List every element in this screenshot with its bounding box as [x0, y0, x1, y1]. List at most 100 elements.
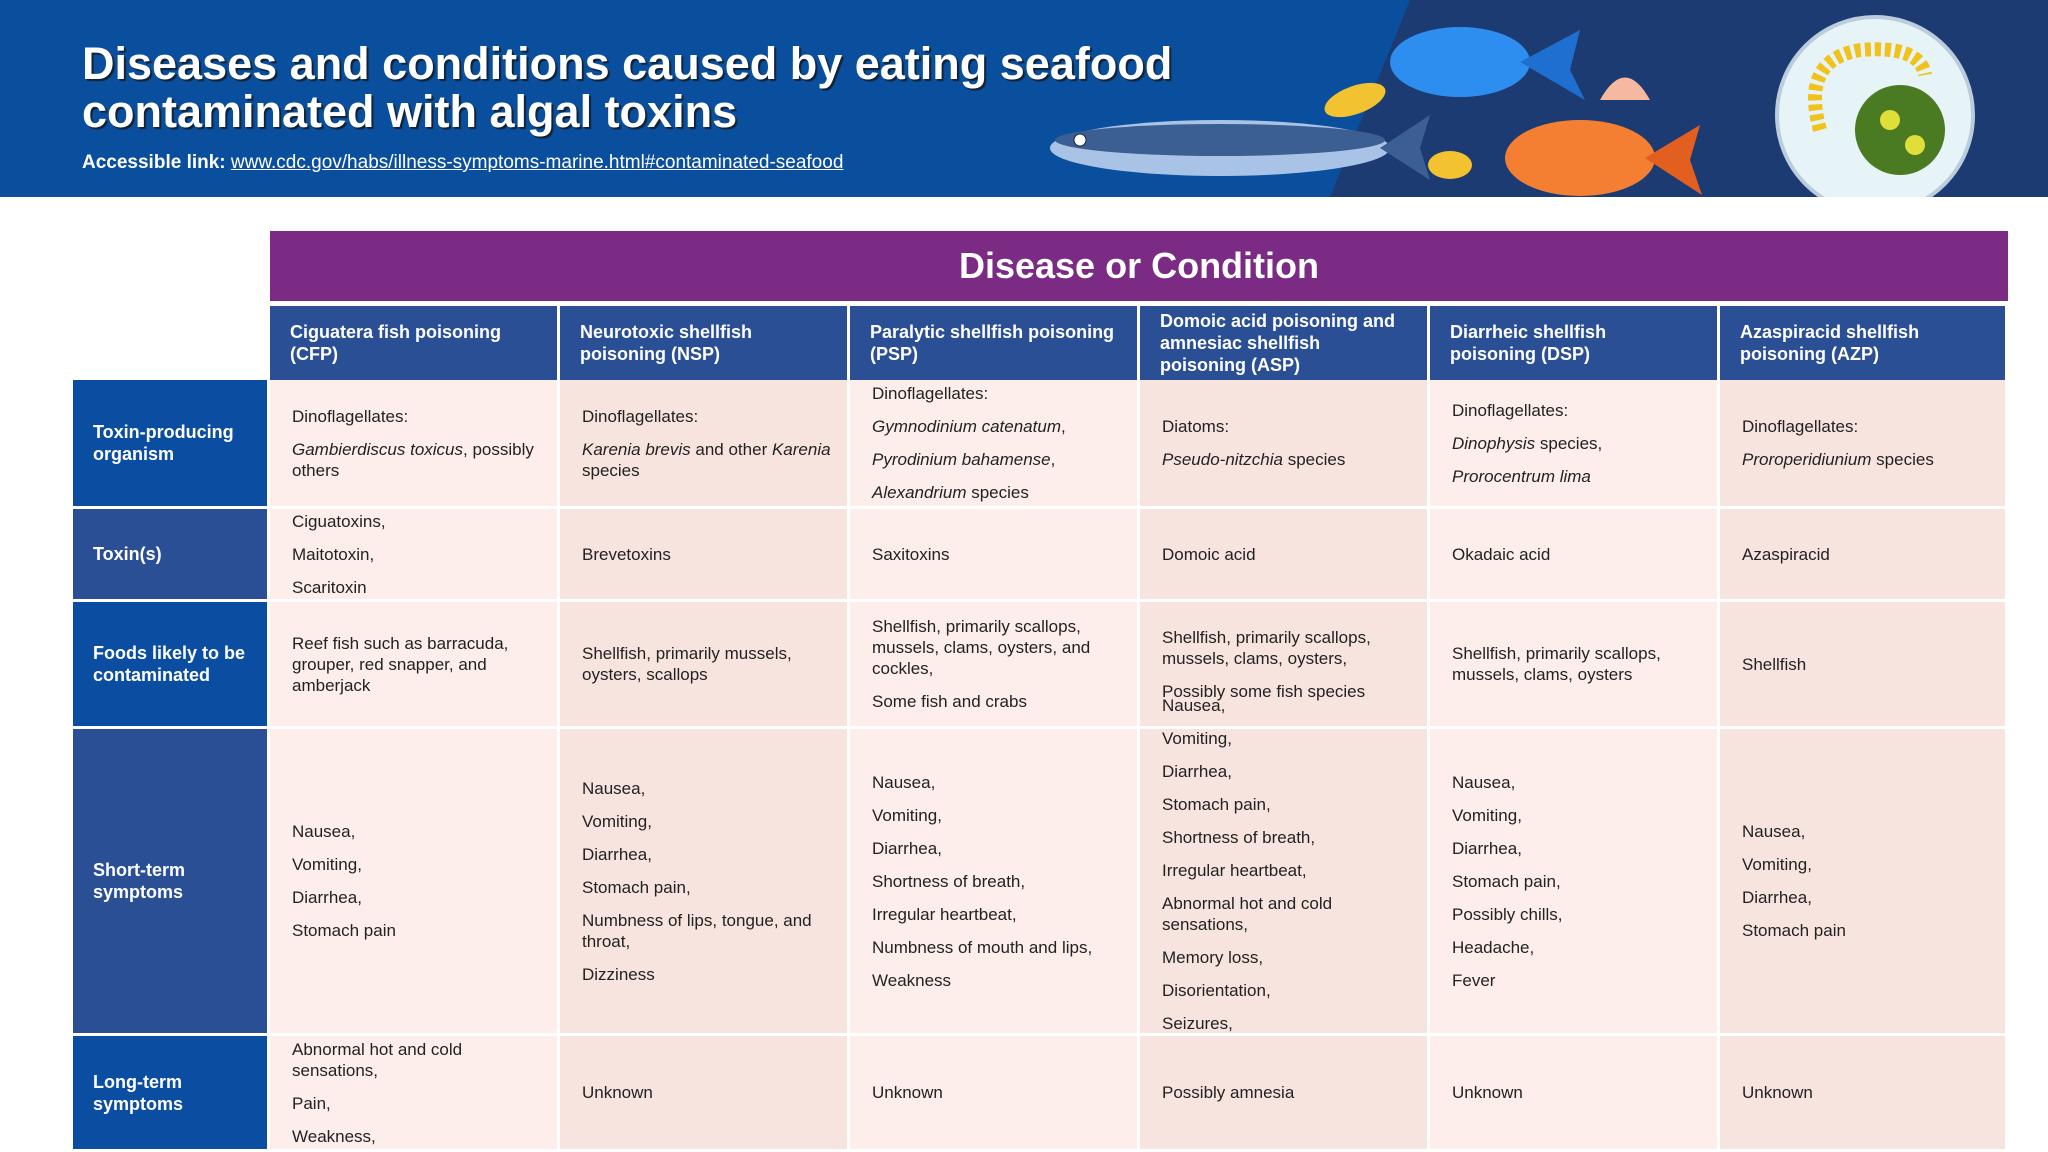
cell-line: Nausea, [582, 778, 835, 799]
table-cell: Saxitoxins [850, 509, 1137, 599]
cell-line: Shellfish, primarily scallops, mussels, … [872, 616, 1125, 679]
text-segment: Weakness, [292, 1126, 376, 1146]
text-segment: Pseudo-nitzchia [1162, 450, 1283, 469]
cell-line: Stomach pain, [582, 877, 835, 898]
text-segment: Diarrhea, [292, 888, 362, 907]
cell-line: Fever [1452, 970, 1705, 991]
cell-line: Dinophysis species, [1452, 433, 1705, 454]
cell-line: Nausea, [872, 772, 1125, 793]
table-cell: Dinoflagellates: Proroperidiunium species [1720, 380, 2005, 506]
cell-line: Abnormal hot and cold sensations, [1162, 893, 1415, 935]
text-segment: Some fish and crabs [872, 692, 1027, 711]
row-header: Foods likely to be contaminated [73, 602, 267, 726]
text-segment: Shellfish, primarily scallops, mussels, … [872, 617, 1091, 678]
cell-line: Karenia brevis and other Karenia species [582, 439, 835, 481]
text-segment: Nausea, [872, 772, 936, 792]
microscope-algae-icon [1775, 15, 1975, 197]
cell-line: Stomach pain, [1452, 871, 1705, 892]
text-segment: Weakness [872, 970, 952, 990]
table-cell: Diatoms: Pseudo-nitzchia species [1140, 380, 1427, 506]
cell-line: Gymnodinium catenatum, [872, 416, 1125, 437]
text-segment: Diarrhea, [872, 838, 942, 858]
text-segment: Unknown [1452, 1083, 1523, 1102]
cell-line: Diarrhea, [1742, 887, 1993, 908]
table-cell: Dinoflagellates: Karenia brevis and other… [560, 380, 847, 506]
text-segment: Vomiting, [1742, 855, 1812, 874]
text-segment: Shellfish, primarily scallops, mussels, … [1452, 644, 1661, 684]
cell-line: Nausea, [1162, 695, 1415, 716]
cell-line: Diarrhea, [1162, 761, 1415, 782]
text-segment: Stomach pain [1742, 921, 1846, 940]
cell-line: Saxitoxins [872, 544, 1125, 565]
cell-line: Nausea, [292, 821, 545, 842]
cell-line: Vomiting, [292, 854, 545, 875]
table-cell: Azaspiracid [1720, 509, 2005, 599]
cell-line: Diarrhea, [292, 887, 545, 908]
cell-line: Unknown [1742, 1082, 1993, 1103]
seafood-illustration [1050, 15, 1975, 197]
text-segment: Seizures, [1162, 1014, 1233, 1033]
mussel-icon [1324, 82, 1472, 179]
cell-line: Dinoflagellates: [1742, 416, 1993, 437]
cell-line: Shellfish, primarily mussels, oysters, s… [582, 643, 835, 685]
text-segment: Scaritoxin [292, 577, 367, 597]
cell-line: Alexandrium species [872, 482, 1125, 503]
text-segment: Reef fish such as barracuda, grouper, re… [292, 633, 509, 695]
cell-line: Dinoflagellates: [582, 406, 835, 427]
table-cell: Shellfish, primarily scallops, mussels, … [1430, 602, 1717, 726]
table-cell: Dinoflagellates: Dinophysis species, Proro… [1430, 380, 1717, 506]
cell-line: Okadaic acid [1452, 544, 1705, 565]
text-segment: Stomach pain, [1162, 795, 1271, 814]
table-cell: Unknown [1430, 1036, 1717, 1149]
text-segment: Memory loss, [1162, 948, 1264, 967]
table-cell: Dinoflagellates: Gambierdiscus toxicus, p… [270, 380, 557, 506]
text-segment: Diarrhea, [582, 844, 652, 864]
table-cell: Unknown [1720, 1036, 2005, 1149]
cell-line: Unknown [582, 1082, 835, 1103]
text-segment: , [1050, 450, 1056, 469]
text-segment: Nausea, [292, 822, 356, 841]
text-segment: Dinoflagellates: [292, 406, 409, 426]
text-segment: Fever [1452, 970, 1496, 990]
cell-line: Abnormal hot and cold sensations, [292, 1039, 545, 1081]
text-segment: Vomiting, [872, 805, 942, 825]
text-segment: Headache, [1452, 937, 1535, 957]
text-segment: Numbness of lips, tongue, and throat, [582, 910, 812, 951]
text-segment: Stomach pain, [582, 877, 691, 897]
cell-line: Numbness of mouth and lips, [872, 937, 1125, 958]
table-cell: Reef fish such as barracuda, grouper, re… [270, 602, 557, 726]
cell-line: Vomiting, [1742, 854, 1993, 875]
text-segment: species [1871, 450, 1934, 469]
column-header: Ciguatera fish poisoning (CFP) [270, 306, 557, 380]
cell-line: Maitotoxin, [292, 544, 545, 565]
cell-line: Possibly chills, [1452, 904, 1705, 925]
cell-line: Shellfish [1742, 654, 1993, 675]
cell-line: Shellfish, primarily scallops, mussels, … [1452, 643, 1705, 685]
column-header: Neurotoxic shellfish poisoning (NSP) [560, 306, 847, 380]
text-segment: species [1282, 450, 1346, 469]
accessible-link[interactable]: www.cdc.gov/habs/illness-symptoms-marine… [230, 152, 844, 173]
cell-line: Nausea, [1452, 772, 1705, 793]
text-segment: Abnormal hot and cold sensations, [1162, 894, 1333, 934]
table-cell: Nausea, Vomiting, Diarrhea, Stomach pain, Nu… [560, 729, 847, 1033]
column-header: Domoic acid poisoning and amnesiac shell… [1140, 306, 1427, 380]
text-segment: Diatoms: [1162, 417, 1230, 436]
cell-line: Disorientation, [1162, 980, 1415, 1001]
text-segment: Dizziness [582, 964, 655, 984]
text-segment: and other [690, 439, 772, 459]
table-cell: Nausea, Vomiting, Diarrhea, Stomach pain, Po… [1430, 729, 1717, 1033]
text-segment: Karenia brevis [582, 439, 691, 459]
text-segment: Possibly some fish species [1162, 681, 1366, 701]
column-header: Paralytic shellfish poisoning (PSP) [850, 306, 1137, 380]
text-segment: Azaspiracid [1742, 544, 1830, 564]
table-cell: Ciguatoxins, Maitotoxin, Scaritoxin [270, 509, 557, 599]
text-segment: Nausea, [1742, 822, 1806, 841]
blue-fish-icon [1390, 27, 1585, 100]
cell-line: Vomiting, [872, 805, 1125, 826]
cell-line: Domoic acid [1162, 544, 1415, 565]
mackerel-fish-icon [1050, 115, 1430, 180]
table-cell: Brevetoxins [560, 509, 847, 599]
text-segment: Maitotoxin, [292, 544, 375, 564]
cell-line: Gambierdiscus toxicus, possibly others [292, 439, 545, 481]
cell-line: Brevetoxins [582, 544, 835, 565]
